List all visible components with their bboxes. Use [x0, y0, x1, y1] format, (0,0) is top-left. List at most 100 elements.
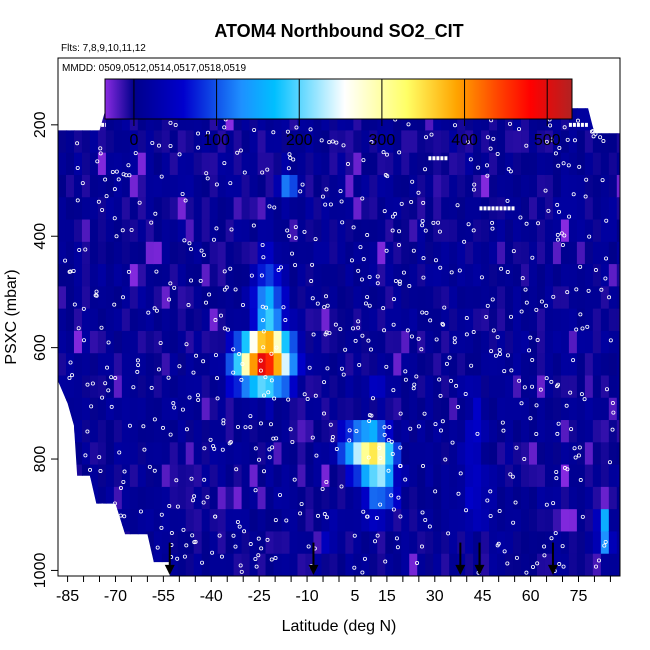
- sample-point: [509, 368, 514, 373]
- heatmap-cell: [217, 264, 227, 287]
- heatmap-cell: [536, 219, 546, 243]
- heatmap-cell: [257, 486, 267, 510]
- sample-point: [415, 560, 420, 565]
- heatmap-cell: [584, 553, 594, 577]
- sample-point: [334, 446, 339, 451]
- heatmap-cell: [297, 219, 307, 243]
- sample-point: [428, 318, 433, 323]
- heatmap-cell: [153, 264, 163, 287]
- heatmap-cell: [552, 442, 562, 466]
- heatmap-cell: [177, 108, 187, 132]
- heatmap-cell: [361, 130, 370, 154]
- heatmap-cell: [457, 308, 466, 332]
- heatmap-cell: [217, 152, 227, 176]
- heatmap-cell: [161, 264, 171, 287]
- heatmap-cell: [425, 241, 434, 265]
- sample-point: [239, 377, 244, 382]
- heatmap-cell: [425, 375, 434, 399]
- sample-point: [271, 436, 276, 441]
- sample-point: [390, 214, 395, 219]
- heatmap-cell: [425, 509, 434, 533]
- x-tick-label: -85: [56, 588, 79, 605]
- colorbar-tick-label: 500: [534, 132, 561, 149]
- heatmap-cell: [521, 464, 530, 488]
- sample-point: [306, 544, 311, 549]
- heatmap-cell: [584, 464, 594, 488]
- sample-point: [94, 293, 99, 298]
- sample-point: [506, 167, 511, 172]
- heatmap-cell: [513, 108, 522, 132]
- heatmap-cell: [592, 330, 602, 354]
- heatmap-cell: [449, 108, 458, 132]
- heatmap-cell: [337, 509, 346, 533]
- heatmap-cell: [281, 330, 291, 354]
- sample-point: [464, 316, 469, 321]
- heatmap-cell: [441, 197, 450, 221]
- heatmap-cell: [289, 219, 299, 243]
- heatmap-cell: [353, 486, 362, 510]
- sample-point: [584, 177, 589, 182]
- sample-point: [501, 428, 506, 433]
- heatmap-cell: [89, 197, 99, 221]
- colorbar-tick-label: 300: [369, 132, 396, 149]
- heatmap-cell: [552, 330, 562, 354]
- heatmap-cell: [608, 442, 618, 466]
- heatmap-cell: [353, 197, 362, 221]
- sample-point: [443, 457, 448, 462]
- heatmap-cell: [393, 130, 402, 154]
- heatmap-cell: [249, 464, 259, 488]
- heatmap-cell: [345, 308, 354, 332]
- heatmap-cell: [193, 197, 203, 221]
- heatmap-cell: [81, 286, 91, 310]
- sample-point: [424, 135, 429, 140]
- heatmap-cell: [417, 486, 426, 510]
- heatmap-cell: [521, 553, 530, 577]
- sample-point: [368, 347, 373, 352]
- heatmap-cell: [528, 197, 538, 221]
- heatmap-cell: [361, 174, 370, 198]
- heatmap-cell: [377, 375, 386, 399]
- heatmap-cell: [105, 174, 115, 198]
- heatmap-cell: [137, 174, 147, 198]
- sample-point: [598, 135, 603, 140]
- heatmap-cell: [425, 197, 434, 221]
- heatmap-cell: [592, 553, 602, 577]
- heatmap-cell: [305, 442, 315, 466]
- flight-marker-head: [474, 564, 485, 575]
- heatmap-cell: [241, 375, 251, 399]
- heatmap-cell: [313, 308, 323, 332]
- heatmap-cell: [81, 197, 91, 221]
- heatmap-cell: [185, 197, 195, 221]
- heatmap-cell: [273, 509, 283, 533]
- sample-point: [393, 279, 398, 284]
- sample-point: [323, 332, 328, 337]
- heatmap-cell: [385, 264, 394, 287]
- heatmap-cell: [497, 442, 506, 466]
- heatmap-cell: [265, 509, 275, 533]
- heatmap-cell: [177, 219, 187, 243]
- heatmap-cell: [497, 108, 506, 132]
- heatmap-cell: [305, 464, 315, 488]
- heatmap-cell: [369, 286, 378, 310]
- heatmap-cell: [289, 197, 299, 221]
- heatmap-cell: [201, 219, 211, 243]
- sample-point: [484, 163, 489, 168]
- heatmap-cell: [145, 330, 155, 354]
- sample-point: [322, 512, 327, 517]
- sample-point: [205, 130, 210, 135]
- sample-point: [153, 211, 158, 216]
- heatmap-cell: [409, 197, 418, 221]
- heatmap-cell: [58, 330, 67, 354]
- heatmap-cell: [113, 330, 123, 354]
- sample-point: [254, 564, 259, 569]
- heatmap-cell: [528, 308, 538, 332]
- heatmap-cell: [73, 197, 83, 221]
- heatmap-cell: [177, 397, 187, 421]
- heatmap-cell: [193, 353, 203, 377]
- heatmap-cell: [193, 509, 203, 533]
- heatmap-cell: [273, 130, 283, 154]
- heatmap-cell: [273, 197, 283, 221]
- heatmap-cell: [65, 375, 75, 399]
- heatmap-cell: [528, 553, 538, 577]
- sample-point: [382, 209, 387, 214]
